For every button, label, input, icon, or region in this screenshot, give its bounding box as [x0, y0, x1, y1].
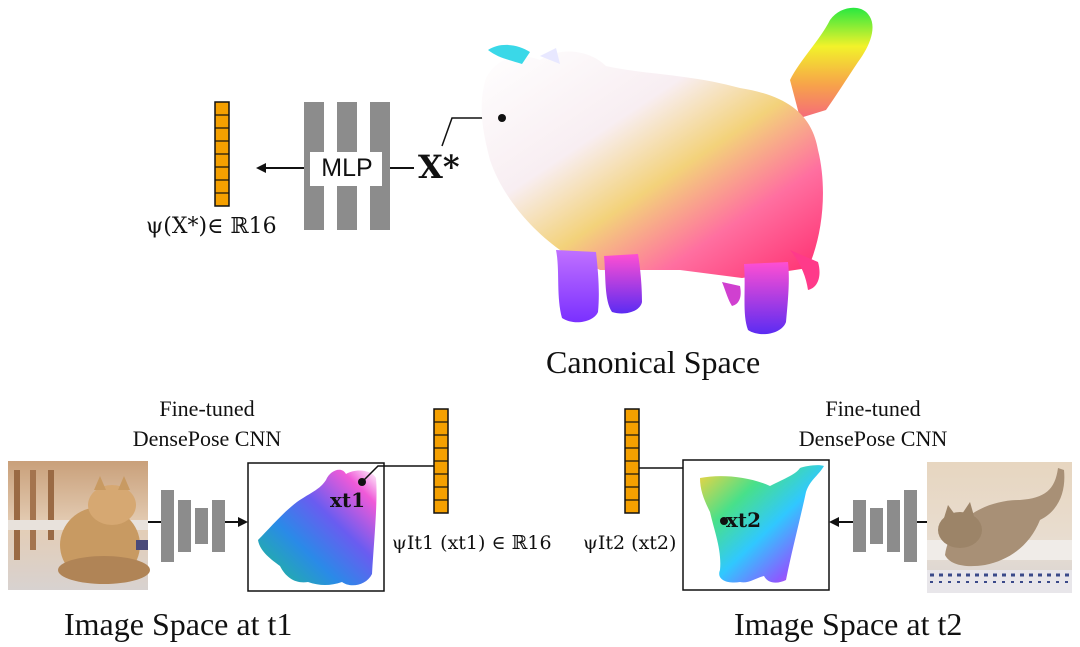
- right-map-shape: [700, 465, 824, 583]
- canonical-point-dot: [498, 114, 506, 122]
- mlp-label: MLP: [321, 154, 373, 182]
- mlp-network: [304, 102, 390, 230]
- right-image-space-caption: Image Space at t2: [734, 606, 963, 642]
- cat-mesh: [481, 7, 873, 335]
- right-point-label: xt2: [726, 508, 762, 532]
- mlp-label-box: [310, 152, 382, 186]
- left-map-shape: [258, 469, 377, 586]
- right-cnn-label-line2: DensePose CNN: [798, 426, 948, 451]
- canonical-point-label: X*: [418, 148, 460, 186]
- canonical-embedding-vector: [214, 101, 230, 207]
- canonical-space-title: Canonical Space: [546, 344, 761, 380]
- right-map-point: [720, 517, 728, 525]
- left-embedding-label: ψIt1 (xt1) ∈ ℝ16: [392, 532, 552, 554]
- left-cnn-label-line1: Fine-tuned: [159, 396, 255, 421]
- cnn-left: [161, 490, 225, 562]
- cat-photo-right: [927, 462, 1072, 593]
- right-embedding-label: ψIt2 (xt2): [583, 532, 677, 554]
- left-point-label: xt1: [330, 488, 366, 512]
- canonical-embedding-label: ψ(X*)∈ ℝ16: [146, 214, 277, 239]
- left-cnn-label-line2: DensePose CNN: [132, 426, 282, 451]
- right-cnn-label-line1: Fine-tuned: [825, 396, 921, 421]
- left-image-space-caption: Image Space at t1: [64, 606, 293, 642]
- left-point-connector: [361, 465, 434, 483]
- right-embedding-vector: [624, 408, 640, 514]
- left-embedding-vector: [433, 408, 449, 514]
- cat-photo-left: [8, 461, 150, 590]
- cnn-right: [853, 490, 917, 562]
